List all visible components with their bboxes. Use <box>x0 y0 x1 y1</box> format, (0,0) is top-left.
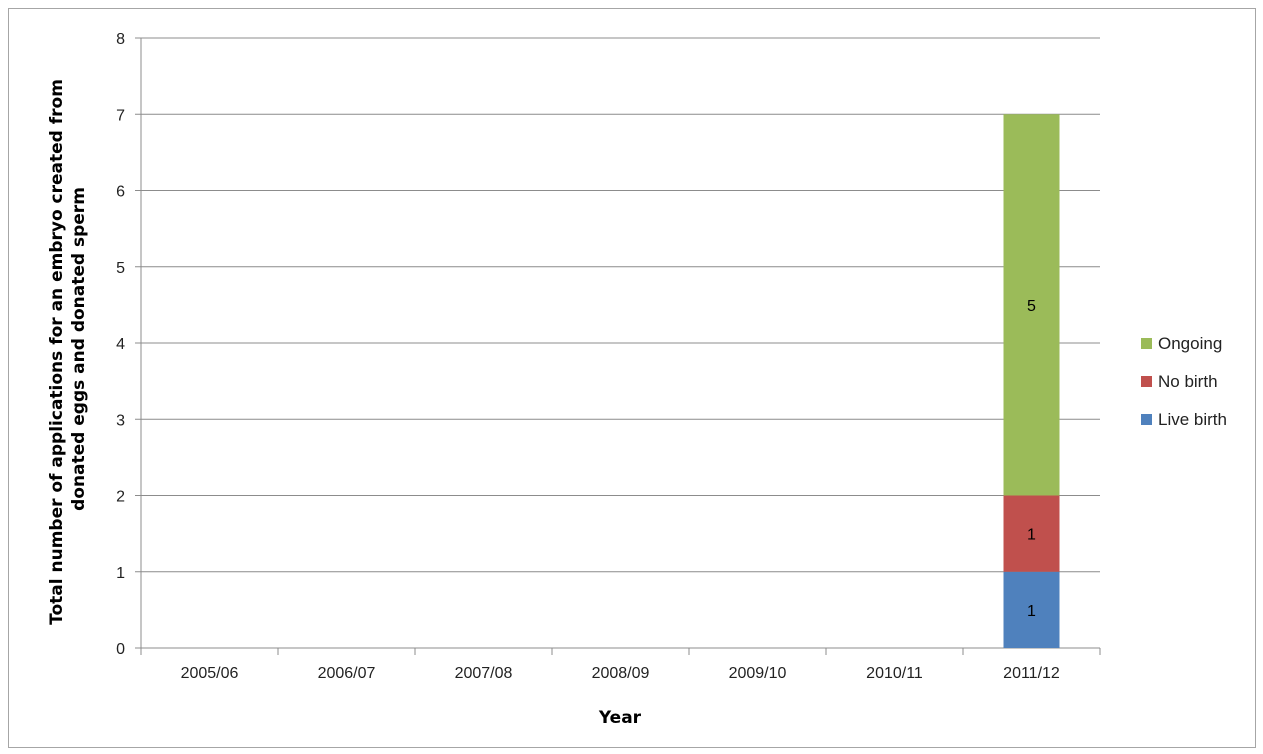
legend-label-no-birth: No birth <box>1158 372 1218 391</box>
axes <box>135 37 1101 655</box>
x-tick-label-2008-09: 2008/09 <box>592 665 650 682</box>
bar-no-birth-2011-12 <box>1003 495 1060 572</box>
y-axis-title: Total number of applications for an embr… <box>47 73 89 625</box>
x-tick-label-2005-06: 2005/06 <box>181 665 239 682</box>
data-label-no-birth-2011-12: 1 <box>1027 527 1036 544</box>
y-tick-label-4: 4 <box>116 336 125 353</box>
y-tick-label-5: 5 <box>116 260 125 277</box>
bars <box>1003 114 1060 648</box>
y-tick-label-1: 1 <box>116 565 125 582</box>
x-tick-label-2011-12: 2011/12 <box>1003 665 1060 682</box>
legend-swatch-ongoing <box>1141 338 1152 349</box>
data-label-ongoing-2011-12: 5 <box>1027 298 1036 315</box>
legend-label-ongoing: Ongoing <box>1158 334 1222 353</box>
legend: Ongoing No birth Live birth <box>1141 334 1227 429</box>
x-tick-label-2006-07: 2006/07 <box>318 665 376 682</box>
tick-labels: 0 1 2 3 4 5 6 7 8 2005/06 2006/07 2007/08 2008/09 200… <box>116 31 1060 682</box>
gridlines <box>141 37 1100 573</box>
legend-swatch-live-birth <box>1141 414 1152 425</box>
legend-label-live-birth: Live birth <box>1158 410 1227 429</box>
y-tick-label-7: 7 <box>116 107 125 124</box>
x-axis-title: Year <box>598 708 642 728</box>
y-tick-label-0: 0 <box>116 641 125 658</box>
y-tick-label-2: 2 <box>116 489 125 506</box>
y-axis-title-line-1: Total number of applications for an embr… <box>47 79 67 625</box>
bar-ongoing-2011-12 <box>1003 114 1060 496</box>
data-labels: 1 1 5 <box>1027 298 1036 620</box>
x-tick-label-2009-10: 2009/10 <box>729 665 787 682</box>
y-tick-label-6: 6 <box>116 184 125 201</box>
y-tick-label-8: 8 <box>116 31 125 48</box>
data-label-live-birth-2011-12: 1 <box>1027 603 1036 620</box>
y-axis-title-line-2: donated eggs and donated sperm <box>69 187 89 511</box>
y-tick-label-3: 3 <box>116 412 125 429</box>
legend-swatch-no-birth <box>1141 376 1152 387</box>
bar-live-birth-2011-12 <box>1003 571 1060 648</box>
x-tick-label-2007-08: 2007/08 <box>455 665 513 682</box>
x-tick-label-2010-11: 2010/11 <box>866 665 923 682</box>
